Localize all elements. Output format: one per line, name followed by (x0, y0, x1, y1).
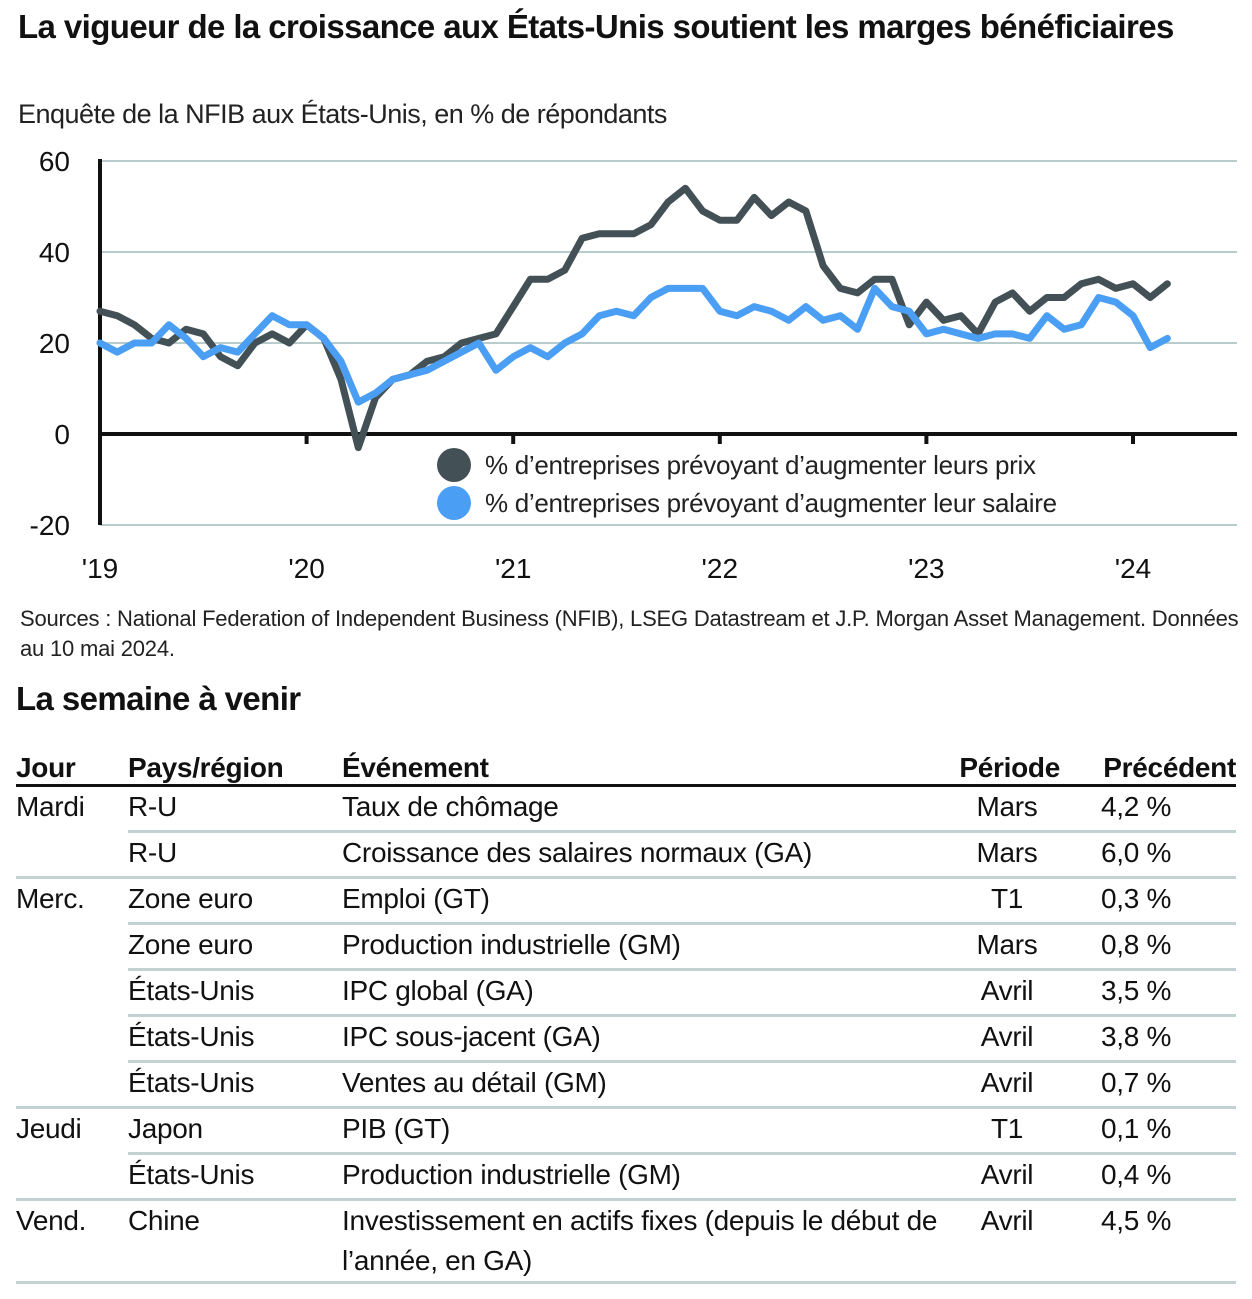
cell-previous: 0,3 % (1066, 877, 1236, 925)
cell-country: États-Unis (128, 1015, 342, 1063)
x-tick-label: '19 (82, 553, 119, 584)
cell-previous: 3,8 % (1066, 1015, 1236, 1063)
calendar-title: La semaine à venir (16, 680, 301, 717)
cell-event: Production industrielle (GM) (342, 923, 948, 971)
cell-day: Merc. (16, 883, 85, 914)
table-row: Vend. Chine Investissement en actifs fixes… (16, 1199, 1236, 1284)
cell-previous: 3,5 % (1066, 969, 1236, 1017)
header-previous: Précédent (1066, 746, 1236, 787)
table-row: Zone euro Production industrielle (GM) Mar… (16, 923, 1236, 971)
table-row: États-Unis IPC sous-jacent (GA) Avril 3,8 % (16, 1015, 1236, 1063)
table-row: Jeudi Japon PIB (GT) T1 0,1 % (16, 1107, 1236, 1155)
cell-event: IPC sous-jacent (GA) (342, 1015, 948, 1063)
x-tick-label: '21 (495, 553, 532, 584)
legend-label-wages: % d’entreprises prévoyant d’augmenter le… (485, 487, 1057, 518)
cell-previous: 4,5 % (1066, 1199, 1236, 1284)
x-tick-label: '20 (288, 553, 325, 584)
cell-previous: 0,8 % (1066, 923, 1236, 971)
table-row: États-Unis Production industrielle (GM) Av… (16, 1153, 1236, 1201)
cell-country: R-U (128, 785, 342, 833)
cell-previous: 0,4 % (1066, 1153, 1236, 1201)
x-tick-label: '22 (702, 553, 739, 584)
table-header-row: Jour Pays/région Événement Période Précé… (16, 746, 1236, 787)
cell-period: T1 (948, 877, 1066, 925)
cell-period: Mars (948, 785, 1066, 833)
chart-legend: % d’entreprises prévoyant d’augmenter le… (437, 446, 1057, 522)
cell-event: Croissance des salaires normaux (GA) (342, 831, 948, 879)
table-row: États-Unis Ventes au détail (GM) Avril 0,7 … (16, 1061, 1236, 1109)
x-tick-label: '24 (1115, 553, 1152, 584)
cell-previous: 0,7 % (1066, 1061, 1236, 1109)
cell-period: Mars (948, 923, 1066, 971)
cell-event: PIB (GT) (342, 1107, 948, 1155)
y-axis-ticks: -20 0 20 40 60 (30, 146, 70, 541)
cell-country: Japon (128, 1107, 342, 1155)
header-event: Événement (342, 746, 948, 787)
legend-item-prices: % d’entreprises prévoyant d’augmenter le… (437, 446, 1057, 484)
cell-day: Vend. (16, 1199, 128, 1284)
y-tick-label: -20 (30, 510, 70, 541)
legend-label-prices: % d’entreprises prévoyant d’augmenter le… (485, 449, 1036, 480)
cell-previous: 0,1 % (1066, 1107, 1236, 1155)
cell-event: Production industrielle (GM) (342, 1153, 948, 1201)
line-chart: -20 0 20 40 60 '19 '20 '21 '22 '23 '24 (30, 146, 1237, 584)
cell-country: R-U (128, 831, 342, 879)
cell-day (16, 970, 128, 1016)
chart-subtitle: Enquête de la NFIB aux États-Unis, en % … (18, 99, 667, 129)
cell-period: Avril (948, 1061, 1066, 1109)
cell-previous: 6,0 % (1066, 831, 1236, 879)
header-country: Pays/région (128, 746, 342, 787)
y-tick-label: 40 (39, 237, 70, 268)
legend-dot-icon-wages (437, 486, 471, 520)
cell-event: Emploi (GT) (342, 877, 948, 925)
table-row: R-U Croissance des salaires normaux (GA) M… (16, 831, 1236, 879)
cell-day (16, 1153, 128, 1201)
cell-country: Zone euro (128, 923, 342, 971)
header-day: Jour (16, 746, 128, 787)
table-row: Merc. Zone euro Emploi (GT) T1 0,3 % (16, 877, 1236, 925)
cell-event: Ventes au détail (GM) (342, 1061, 948, 1109)
cell-day (16, 1016, 128, 1062)
cell-event: IPC global (GA) (342, 969, 948, 1017)
cell-event: Taux de chômage (342, 785, 948, 833)
series-line-prices (96, 184, 1171, 452)
cell-period: T1 (948, 1107, 1066, 1155)
cell-period: Avril (948, 1015, 1066, 1063)
cell-country: États-Unis (128, 1153, 342, 1201)
cell-country: États-Unis (128, 969, 342, 1017)
legend-dot-icon-prices (437, 448, 471, 482)
cell-country: Chine (128, 1199, 342, 1284)
cell-country: États-Unis (128, 1061, 342, 1109)
cell-day: Jeudi (16, 1113, 82, 1144)
y-tick-label: 20 (39, 328, 70, 359)
series-lines (96, 184, 1171, 452)
cell-previous: 4,2 % (1066, 785, 1236, 833)
cell-day (16, 831, 128, 879)
cell-period: Avril (948, 1199, 1066, 1284)
x-axis-ticks: '19 '20 '21 '22 '23 '24 (82, 434, 1152, 584)
cell-day: Mardi (16, 791, 85, 822)
table-row: États-Unis IPC global (GA) Avril 3,5 % (16, 969, 1236, 1017)
cell-day (16, 1061, 128, 1109)
cell-period: Avril (948, 969, 1066, 1017)
y-tick-label: 60 (39, 146, 70, 177)
table-row: Mardi R-U Taux de chômage Mars 4,2 % (16, 785, 1236, 833)
header-period: Période (948, 746, 1066, 787)
y-tick-label: 0 (54, 419, 70, 450)
cell-country: Zone euro (128, 877, 342, 925)
sources-note: Sources : National Federation of Indepen… (20, 606, 1239, 661)
chart-title: La vigueur de la croissance aux États-Un… (18, 8, 1174, 45)
x-tick-label: '23 (908, 553, 945, 584)
cell-period: Mars (948, 831, 1066, 879)
series-line-wages (96, 284, 1171, 406)
cell-day (16, 924, 128, 970)
legend-item-wages: % d’entreprises prévoyant d’augmenter le… (437, 484, 1057, 522)
cell-event: Investissement en actifs fixes (depuis l… (342, 1199, 948, 1284)
cell-period: Avril (948, 1153, 1066, 1201)
events-table: Jour Pays/région Événement Période Précé… (16, 746, 1236, 1284)
